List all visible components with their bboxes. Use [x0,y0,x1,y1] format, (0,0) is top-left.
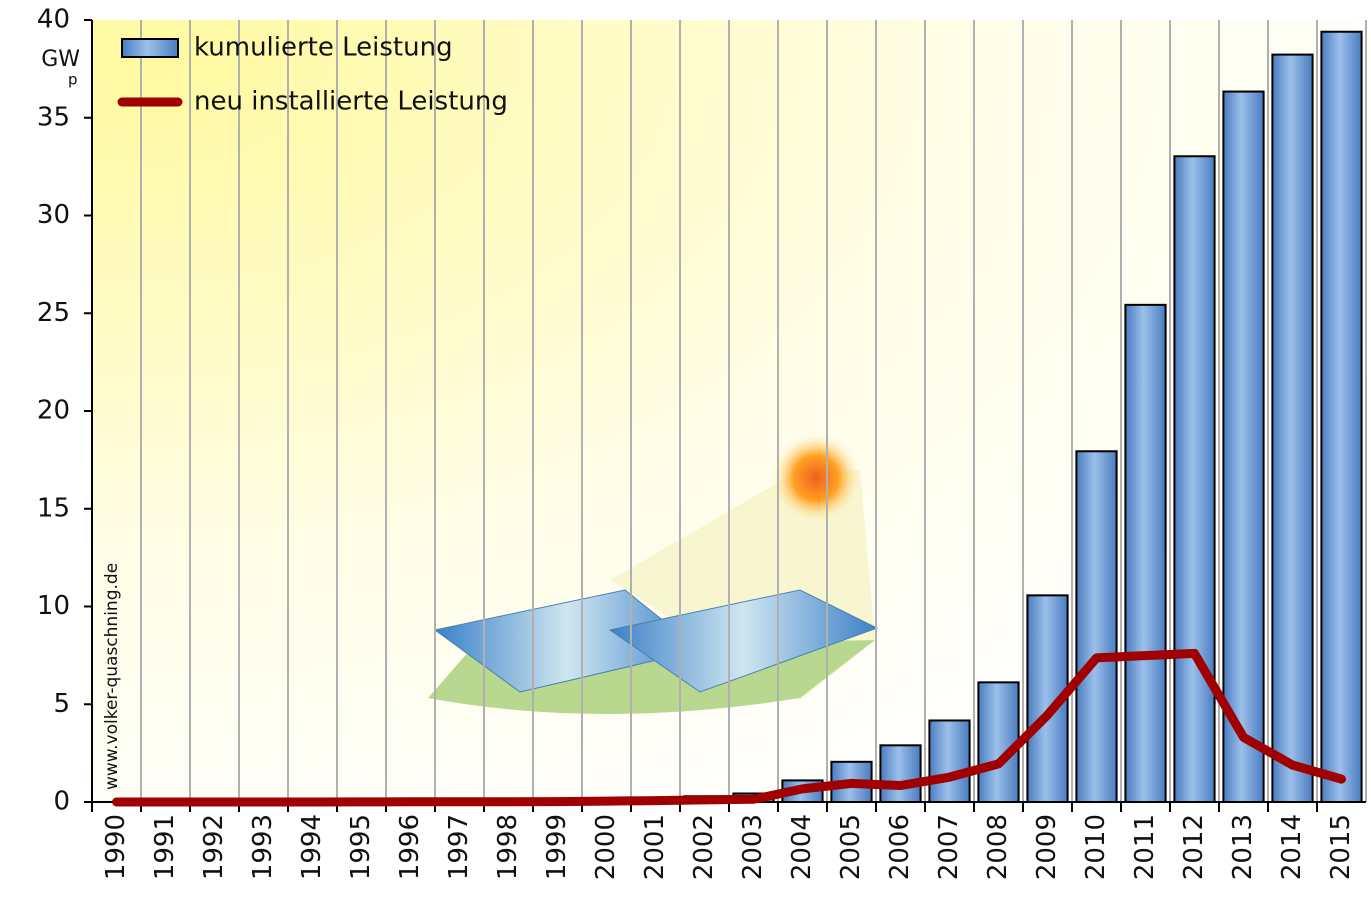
x-tick-label: 2015 [1326,814,1356,880]
x-tick-label: 1993 [248,814,278,880]
x-tick-label: 2010 [1081,814,1111,880]
chart: GW p www.volker-quaschning.de 0 5 10 15 20 25… [0,0,1371,905]
watermark: www.volker-quaschning.de [102,563,122,790]
y-tick-label: 10 [37,591,70,621]
x-tick-label: 1999 [542,814,572,880]
x-tick-label: 1996 [395,814,425,880]
bar [1321,32,1361,802]
bar [1272,55,1312,802]
y-tick-label: 25 [37,298,70,328]
y-tick-label: 30 [37,200,70,230]
y-tick-label: 40 [37,5,70,35]
x-tick-label: 1994 [297,814,327,880]
y-axis-label-sub: p [68,71,78,89]
bar [880,745,920,802]
bar [1223,92,1263,802]
x-tick-label: 2008 [983,814,1013,880]
bar [929,720,969,802]
legend-label: neu installierte Leistung [194,87,508,117]
x-tick-label: 2013 [1228,814,1258,880]
y-tick-label: 20 [37,396,70,426]
x-tick-label: 2011 [1130,814,1160,880]
x-tick-label: 2006 [885,814,915,880]
y-tick-label: 35 [37,102,70,132]
x-tick-label: 1998 [493,814,523,880]
legend-label: kumulierte Leistung [194,33,453,63]
x-tick-label: 2005 [836,814,866,880]
x-tick-label: 2004 [787,814,817,880]
x-tick-label: 2012 [1179,814,1209,880]
x-tick-label: 1995 [346,814,376,880]
y-tick-label: 5 [53,689,70,719]
x-tick-label: 2003 [738,814,768,880]
y-tick-label: 0 [53,787,70,817]
x-tick-label: 1990 [101,814,131,880]
x-tick-label: 2009 [1032,814,1062,880]
x-tick-label: 2007 [934,814,964,880]
bar [978,682,1018,802]
y-axis-label: GW [41,47,80,72]
x-tick-label: 2000 [591,814,621,880]
legend-swatch [122,39,178,57]
x-tick-label: 2014 [1277,814,1307,880]
bar [1174,156,1214,802]
y-tick-label: 15 [37,493,70,523]
bar [1076,451,1116,802]
x-tick-label: 1992 [199,814,229,880]
x-tick-label: 2002 [689,814,719,880]
x-tick-label: 1997 [444,814,474,880]
bar [1125,305,1165,802]
x-tick-label: 2001 [640,814,670,880]
x-tick-label: 1991 [150,814,180,880]
